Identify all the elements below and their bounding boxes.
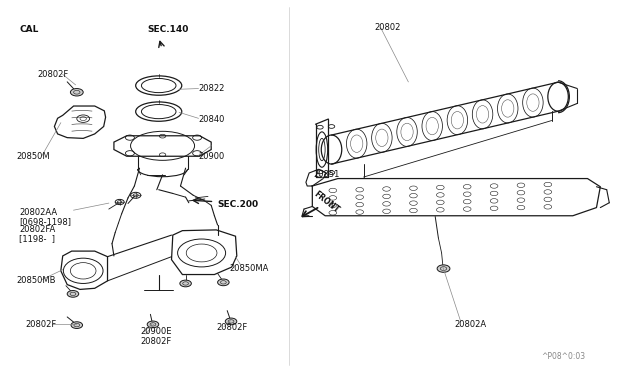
Circle shape xyxy=(225,318,237,325)
Circle shape xyxy=(71,322,83,328)
Text: 20850MB: 20850MB xyxy=(16,276,56,285)
Text: CAL: CAL xyxy=(19,25,38,34)
Circle shape xyxy=(218,279,229,286)
Text: 20802: 20802 xyxy=(374,23,401,32)
Circle shape xyxy=(67,291,79,297)
Text: SEC.200: SEC.200 xyxy=(218,200,259,209)
Text: [0698-1198]: [0698-1198] xyxy=(19,217,71,226)
Text: 20850MA: 20850MA xyxy=(229,264,269,273)
Text: ^P08^0:03: ^P08^0:03 xyxy=(541,352,585,361)
Text: 20802F: 20802F xyxy=(26,320,57,329)
Text: SEC.140: SEC.140 xyxy=(147,25,189,34)
Text: FRONT: FRONT xyxy=(312,189,340,215)
Text: 20802FA: 20802FA xyxy=(19,225,56,234)
Text: 20900E: 20900E xyxy=(141,327,172,336)
Circle shape xyxy=(437,265,450,272)
Text: 20900: 20900 xyxy=(198,152,225,161)
Text: 20851: 20851 xyxy=(314,170,340,179)
Text: 20840: 20840 xyxy=(198,115,225,124)
Text: 20802F: 20802F xyxy=(37,70,68,79)
Circle shape xyxy=(180,280,191,287)
Circle shape xyxy=(147,321,159,328)
Text: 20802F: 20802F xyxy=(141,337,172,346)
Text: 20822: 20822 xyxy=(198,84,225,93)
Text: 20850M: 20850M xyxy=(16,152,50,161)
Text: 20802F: 20802F xyxy=(216,323,248,332)
Text: 20802AA: 20802AA xyxy=(19,208,58,217)
Text: [1198-  ]: [1198- ] xyxy=(19,234,55,243)
Circle shape xyxy=(70,89,83,96)
Text: 20802A: 20802A xyxy=(454,320,486,329)
